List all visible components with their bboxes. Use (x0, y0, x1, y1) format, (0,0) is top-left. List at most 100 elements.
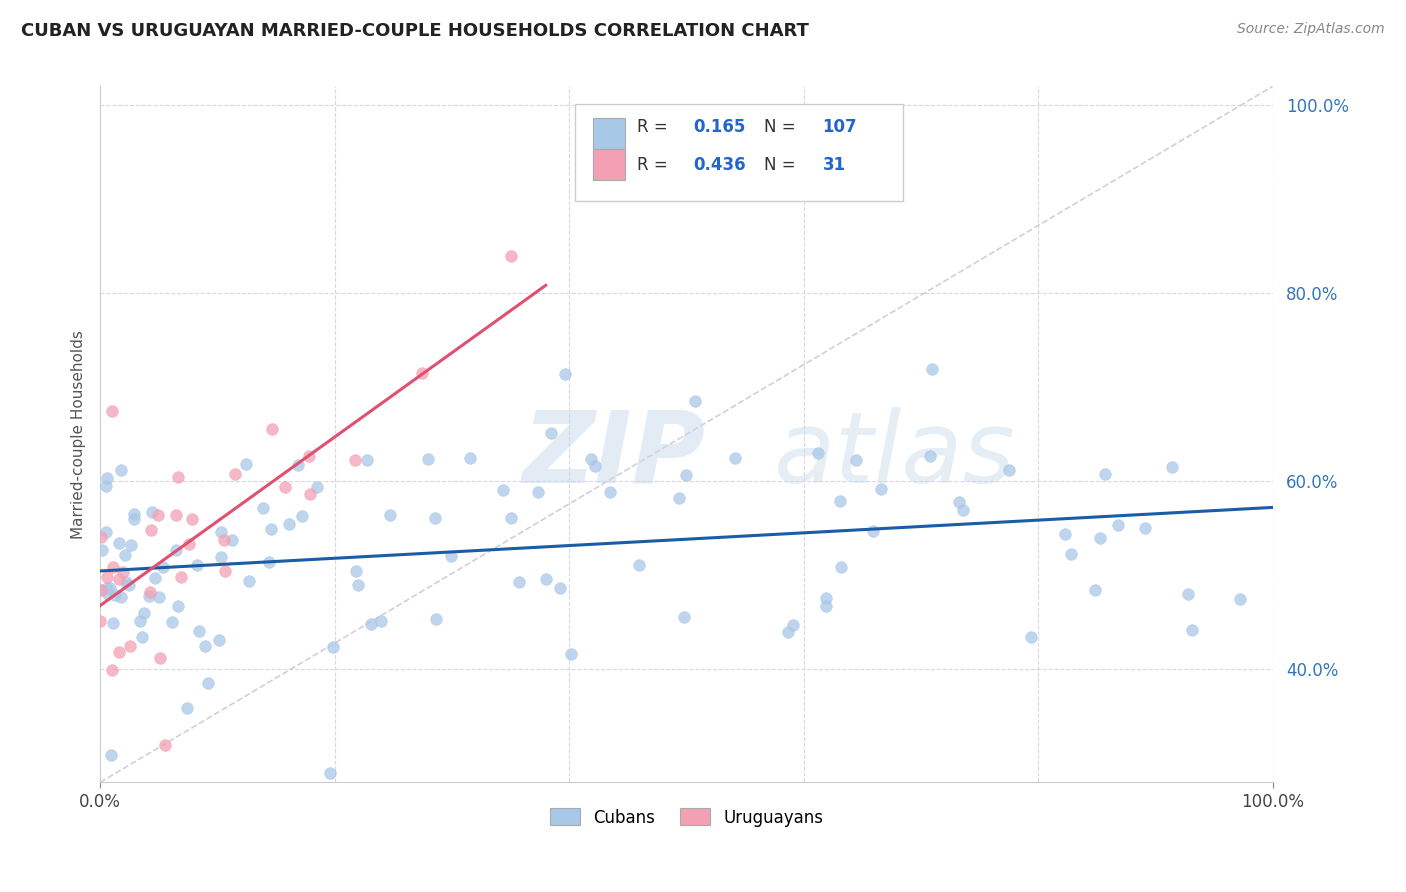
Point (527, 485, 550, 500)
Text: 0.436: 0.436 (693, 156, 747, 174)
FancyBboxPatch shape (592, 149, 626, 180)
Point (260, 422, 283, 436)
Point (508, 574, 530, 589)
Point (141, 523, 163, 537)
Point (997, 463, 1019, 477)
Point (581, 451, 603, 466)
Text: 31: 31 (823, 156, 845, 174)
Point (492, 483, 515, 497)
Point (554, 367, 576, 381)
Point (108, 572, 131, 586)
Point (134, 606, 156, 620)
Point (260, 522, 283, 536)
Point (112, 565, 135, 579)
Point (197, 675, 219, 690)
Point (287, 458, 309, 473)
Text: atlas: atlas (775, 407, 1017, 504)
Point (299, 486, 322, 500)
Point (807, 446, 830, 460)
Point (952, 503, 974, 517)
Point (100, 581, 122, 595)
Point (186, 558, 208, 573)
Point (115, 575, 138, 590)
Point (96, 471, 118, 485)
Point (152, 560, 174, 574)
Point (1107, 518, 1129, 533)
Point (599, 484, 621, 499)
Point (418, 452, 440, 467)
Point (1094, 467, 1116, 481)
Point (307, 480, 329, 494)
Point (343, 452, 366, 467)
Point (160, 615, 183, 630)
Point (921, 361, 943, 376)
Point (252, 501, 274, 516)
Point (101, 404, 124, 418)
Point (560, 648, 582, 662)
Point (165, 543, 187, 558)
Point (89, 614, 111, 628)
Point (177, 537, 200, 551)
Point (257, 555, 280, 569)
Point (378, 508, 401, 522)
Point (94, 479, 117, 493)
Point (96, 582, 118, 596)
Point (104, 588, 127, 602)
Point (188, 624, 211, 639)
Point (107, 536, 129, 550)
Point (534, 573, 557, 587)
Point (668, 491, 690, 505)
Point (148, 590, 170, 604)
Point (370, 615, 392, 629)
Point (778, 624, 800, 639)
Point (782, 618, 804, 632)
Point (830, 493, 852, 508)
Point (814, 591, 837, 605)
Text: ZIP: ZIP (522, 407, 706, 504)
Point (167, 599, 190, 613)
Point (90, 582, 112, 597)
Point (122, 512, 145, 526)
Point (298, 450, 321, 464)
Legend: Cubans, Uruguayans: Cubans, Uruguayans (543, 802, 830, 833)
Point (724, 451, 747, 466)
Point (148, 508, 170, 522)
Point (1083, 583, 1105, 598)
Point (209, 524, 232, 539)
Point (425, 612, 447, 626)
Point (96, 570, 118, 584)
Text: R =: R = (637, 156, 673, 174)
Point (1021, 630, 1043, 644)
Point (499, 249, 522, 263)
Point (153, 738, 176, 752)
Point (501, 510, 523, 524)
Point (672, 609, 695, 624)
Point (1133, 521, 1156, 535)
Point (120, 639, 142, 653)
Point (100, 663, 122, 677)
Point (176, 700, 198, 714)
Point (90, 582, 112, 597)
Point (344, 564, 367, 578)
Point (94, 525, 117, 540)
Point (108, 645, 131, 659)
Point (100, 747, 122, 762)
Point (440, 549, 463, 563)
Point (360, 616, 382, 631)
Point (194, 639, 217, 653)
Point (212, 533, 235, 547)
Text: N =: N = (763, 118, 800, 136)
Point (583, 459, 606, 474)
Point (103, 559, 125, 574)
Point (948, 495, 970, 509)
Point (149, 651, 172, 665)
Point (273, 480, 295, 494)
Point (122, 508, 145, 522)
Point (114, 548, 136, 562)
Point (143, 571, 166, 585)
Point (870, 482, 893, 496)
Point (627, 558, 650, 573)
Point (1181, 623, 1204, 637)
Point (319, 766, 342, 780)
Point (118, 578, 141, 592)
